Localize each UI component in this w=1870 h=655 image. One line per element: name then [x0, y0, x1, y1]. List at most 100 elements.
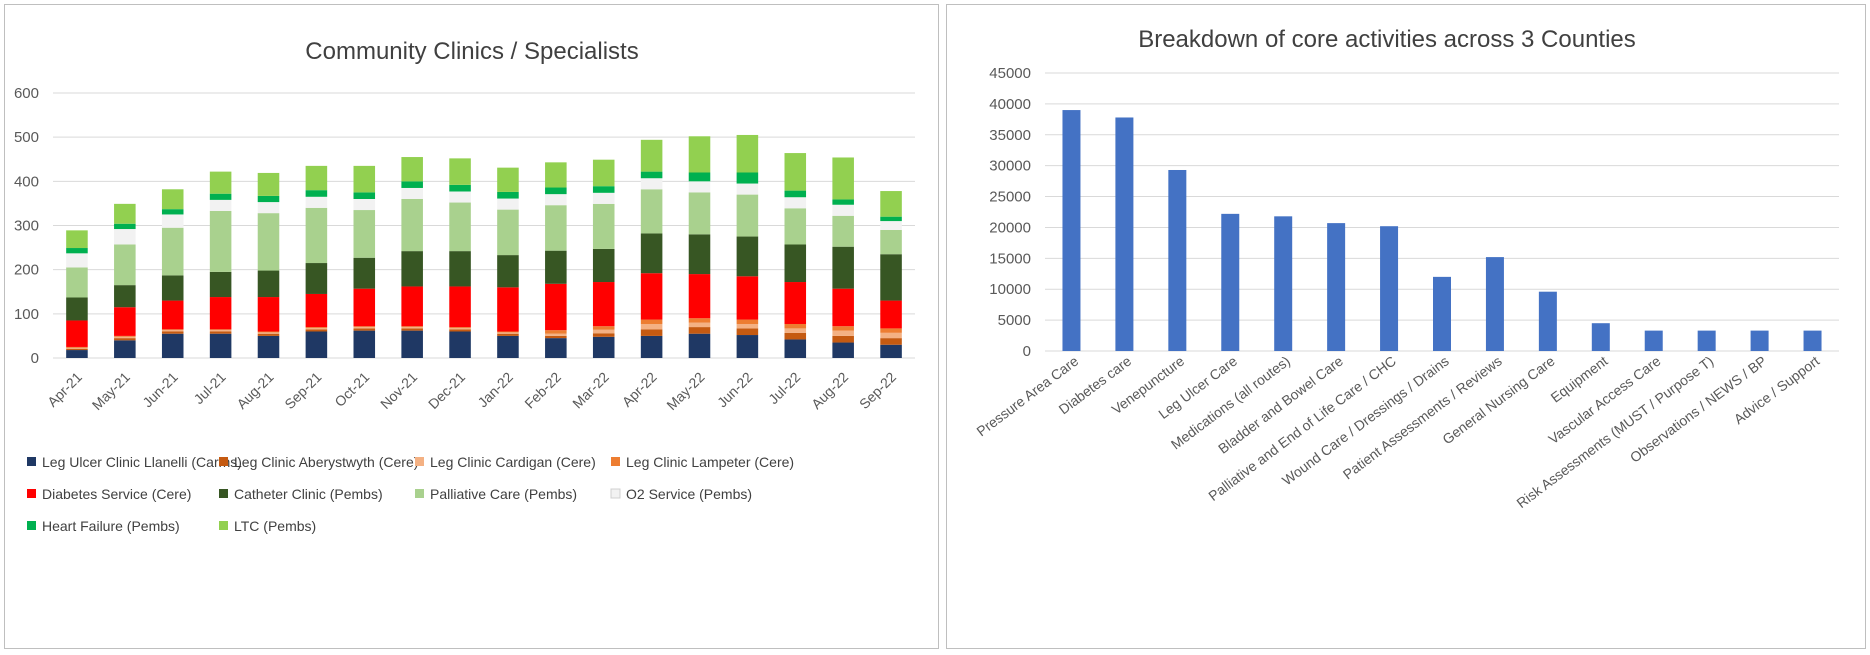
bar-segment [736, 323, 759, 329]
x-tick-label: Jun-21 [139, 369, 181, 411]
bar-segment [209, 171, 232, 194]
bar-segment [353, 199, 376, 211]
bar-segment [66, 230, 88, 249]
x-tick-label: Aug-22 [808, 369, 851, 412]
bar-segment [592, 333, 615, 337]
bar-segment [832, 199, 854, 205]
bar-segment [592, 336, 615, 358]
bar-segment [545, 194, 567, 206]
bar-segment [401, 181, 423, 188]
bar-segment [736, 134, 759, 173]
bar-segment [401, 327, 423, 329]
bar-segment [66, 347, 88, 349]
bar-segment [257, 331, 280, 333]
bar-segment [305, 329, 328, 332]
bar-segment [401, 199, 423, 252]
bar-segment [784, 197, 807, 209]
community-clinics-chart-panel: Community Clinics / Specialists 0 100 200 3… [4, 4, 939, 649]
bar-segment [640, 139, 663, 172]
bar [1538, 291, 1557, 351]
bar-segment [640, 171, 663, 179]
bar-segment [545, 187, 567, 195]
bar-segment [784, 332, 807, 340]
bar [1274, 216, 1293, 351]
bar-segment [257, 213, 280, 271]
bar-segment [305, 331, 328, 358]
bar-segment [784, 190, 807, 198]
bar-segment [832, 330, 854, 336]
bar [1115, 117, 1134, 351]
bar-segment [640, 323, 663, 330]
bar-segment [161, 331, 184, 334]
bar-segment [209, 331, 232, 334]
legend-swatch [27, 457, 36, 466]
bar-segment [736, 172, 759, 184]
bar-segment [497, 198, 519, 210]
bar-segment [545, 250, 567, 284]
bar-segment [114, 335, 136, 337]
bar-segment [353, 210, 376, 258]
bar-segment [161, 189, 184, 210]
bar-segment [497, 333, 519, 336]
legend-swatch [27, 489, 36, 498]
bar-segment [305, 327, 328, 330]
x-tick-label: May-22 [663, 369, 707, 413]
bar-segment [161, 333, 184, 358]
y-tick-label: 10000 [989, 281, 1031, 298]
bar-segment [832, 215, 854, 247]
bar-segment [449, 327, 471, 328]
bar-segment [736, 328, 759, 336]
y-tick-label: 500 [14, 129, 39, 146]
bar-segment [545, 333, 567, 336]
bar-segment [784, 339, 807, 358]
legend-entry: Diabetes Service (Cere) [42, 486, 191, 502]
bar-segment [688, 318, 711, 323]
x-tick-label: Nov-21 [377, 369, 420, 412]
community-clinics-chart: Community Clinics / Specialists 0 100 200 3… [14, 38, 915, 534]
x-tick-label: Jul-21 [190, 369, 228, 407]
bar-segment [353, 165, 376, 193]
x-tick-label: Jan-22 [474, 369, 516, 411]
legend-entry: Catheter Clinic (Pembs) [234, 486, 383, 502]
bar-segment [353, 257, 376, 289]
x-tick-label: Risk Assessments (MUST / Purpose T) [1513, 353, 1716, 512]
bar-segment [497, 335, 519, 358]
bar-segment [257, 332, 280, 334]
legend-entry: Leg Clinic Cardigan (Cere) [430, 454, 596, 470]
bar-segment [880, 221, 902, 230]
y-tick-label: 100 [14, 306, 39, 323]
bar-segment [114, 307, 136, 336]
legend-swatch [219, 489, 228, 498]
bar-segment [880, 332, 902, 339]
bar-segment [257, 333, 280, 336]
bar [1062, 110, 1081, 351]
x-tick-label: Sep-21 [281, 369, 324, 412]
bar-segment [305, 165, 328, 191]
bar [1168, 169, 1187, 351]
bar-segment [832, 246, 854, 289]
bar-segment [161, 275, 184, 301]
bar-segment [114, 223, 136, 230]
bar-segment [401, 157, 423, 182]
bar-segment [497, 331, 519, 333]
x-tick-label: Oct-21 [331, 369, 372, 410]
y-tick-label: 45000 [989, 65, 1031, 82]
y-tick-label: 400 [14, 173, 39, 190]
bar-segment [497, 287, 519, 332]
y-tick-label: 30000 [989, 158, 1031, 175]
bar-segment [257, 297, 280, 332]
bar-segment [592, 329, 615, 334]
bar-segment [401, 328, 423, 331]
bar-segment [114, 338, 136, 341]
bar-segment [449, 329, 471, 332]
y-tick-label: 35000 [989, 127, 1031, 144]
chart-title: Community Clinics / Specialists [305, 38, 638, 65]
bar-segment [784, 208, 807, 245]
bar-segment [592, 186, 615, 193]
bar-segment [592, 159, 615, 187]
legend-swatch [219, 457, 228, 466]
legend-swatch [611, 457, 620, 466]
y-tick-label: 0 [1023, 343, 1031, 360]
bar-segment [880, 300, 902, 329]
bar-segment [209, 329, 232, 331]
